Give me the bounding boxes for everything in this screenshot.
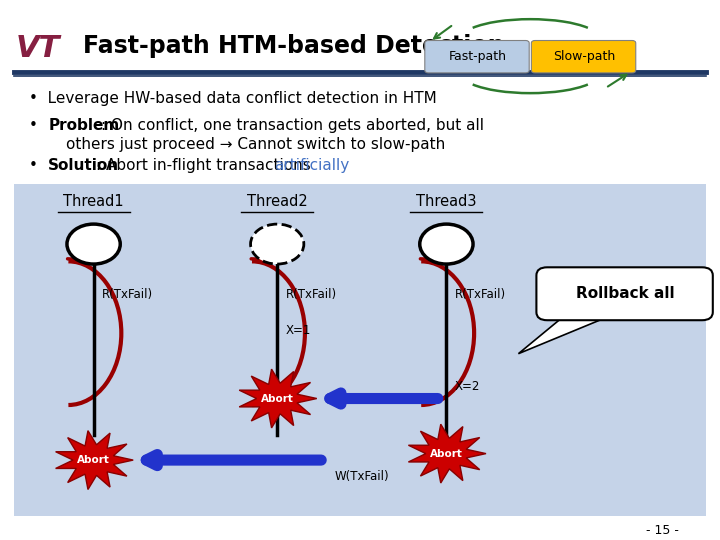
Text: •: • xyxy=(29,118,48,133)
Text: R(TxFail): R(TxFail) xyxy=(455,288,506,301)
Text: Fast-path HTM-based Detection: Fast-path HTM-based Detection xyxy=(83,34,504,58)
Text: - 15 -: - 15 - xyxy=(646,524,679,537)
Text: : On conflict, one transaction gets aborted, but all: : On conflict, one transaction gets abor… xyxy=(101,118,484,133)
Text: Abort: Abort xyxy=(430,449,463,458)
Text: Slow-path: Slow-path xyxy=(553,50,615,63)
Text: Thread3: Thread3 xyxy=(416,194,477,209)
FancyBboxPatch shape xyxy=(14,184,706,516)
Text: W(TxFail): W(TxFail) xyxy=(335,470,389,483)
Circle shape xyxy=(67,224,120,264)
Text: •: • xyxy=(29,158,48,173)
Text: X=1: X=1 xyxy=(286,324,311,337)
Text: Abort: Abort xyxy=(77,455,110,465)
FancyBboxPatch shape xyxy=(531,40,636,73)
Text: Thread1: Thread1 xyxy=(63,194,124,209)
Text: Abort: Abort xyxy=(261,394,294,403)
Text: : Abort in-flight transactions: : Abort in-flight transactions xyxy=(96,158,315,173)
Text: VT: VT xyxy=(16,34,60,63)
Text: Solution: Solution xyxy=(48,158,120,173)
Polygon shape xyxy=(408,424,486,483)
Polygon shape xyxy=(55,431,133,489)
Text: R(TxFail): R(TxFail) xyxy=(286,288,337,301)
Text: X=2: X=2 xyxy=(455,380,480,393)
Text: others just proceed → Cannot switch to slow-path: others just proceed → Cannot switch to s… xyxy=(66,137,446,152)
Text: Problem: Problem xyxy=(48,118,120,133)
FancyBboxPatch shape xyxy=(536,267,713,320)
Text: R(TxFail): R(TxFail) xyxy=(102,288,153,301)
Circle shape xyxy=(251,224,304,264)
Text: Rollback all: Rollback all xyxy=(576,286,674,301)
Text: artificially: artificially xyxy=(274,158,350,173)
Text: Thread2: Thread2 xyxy=(247,194,307,209)
FancyBboxPatch shape xyxy=(425,40,529,73)
Polygon shape xyxy=(239,369,317,428)
Text: Fast-path: Fast-path xyxy=(449,50,506,63)
Circle shape xyxy=(420,224,473,264)
Polygon shape xyxy=(518,312,619,354)
Text: •  Leverage HW-based data conflict detection in HTM: • Leverage HW-based data conflict detect… xyxy=(29,91,436,106)
